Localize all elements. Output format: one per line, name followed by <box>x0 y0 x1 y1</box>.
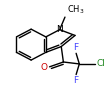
Text: O: O <box>41 63 48 72</box>
Text: Cl: Cl <box>96 59 105 68</box>
Text: CH$_3$: CH$_3$ <box>67 4 84 16</box>
Text: F: F <box>74 43 79 52</box>
Text: F: F <box>74 76 79 85</box>
Text: N: N <box>56 25 62 34</box>
